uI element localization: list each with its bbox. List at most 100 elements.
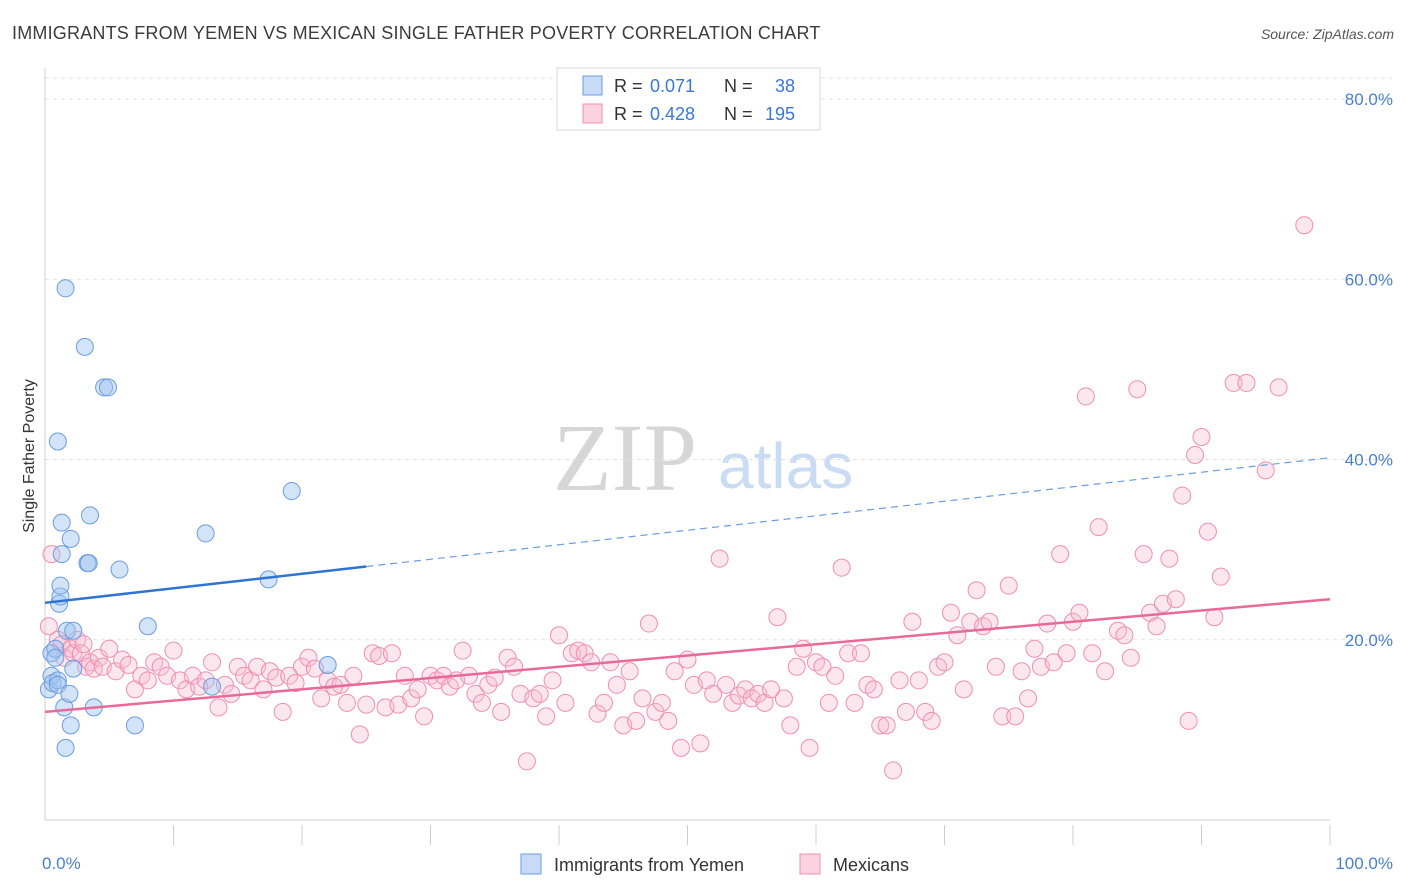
mexicans-point xyxy=(819,693,838,712)
x-tick-label-min: 0.0% xyxy=(42,854,81,873)
mexicans-point xyxy=(299,648,318,667)
legend-r-label-mexicans: R = xyxy=(614,104,643,124)
yemen-point xyxy=(196,524,215,543)
yemen-trend-line xyxy=(44,565,367,605)
yemen-point xyxy=(57,621,76,640)
mexicans-point xyxy=(639,614,658,633)
bottom-legend-swatch-yemen xyxy=(520,853,542,875)
yemen-point xyxy=(46,639,65,658)
legend-n-label-yemen: N = xyxy=(724,76,753,96)
mexicans-point xyxy=(794,639,813,658)
mexicans-point xyxy=(68,630,87,649)
trend-lines xyxy=(44,457,1331,714)
mexicans-point xyxy=(594,693,613,712)
mexicans-point xyxy=(273,702,292,721)
legend-swatch-yemen xyxy=(582,75,603,96)
y-tick-label: 40.0% xyxy=(1345,451,1393,470)
mexicans-point xyxy=(132,666,151,685)
mexicans-point xyxy=(196,671,215,690)
axes xyxy=(44,68,1331,845)
mexicans-point xyxy=(1295,216,1314,235)
mexicans-point xyxy=(1192,427,1211,446)
yemen-point xyxy=(52,513,71,532)
mexicans-point xyxy=(492,702,511,721)
yemen-point xyxy=(282,482,301,501)
yemen-point xyxy=(125,716,144,735)
mexicans-point xyxy=(530,684,549,703)
mexicans-point xyxy=(717,675,736,694)
mexicans-point xyxy=(678,650,697,669)
mexicans-point xyxy=(89,648,108,667)
mexicans-point xyxy=(1019,689,1038,708)
mexicans-point xyxy=(884,761,903,780)
mexicans-point xyxy=(948,626,967,645)
mexicans-point xyxy=(922,711,941,730)
legend-r-value-yemen: 0.071 xyxy=(650,76,695,96)
mexicans-point xyxy=(967,581,986,600)
yemen-point xyxy=(50,594,69,613)
mexicans-point xyxy=(691,734,710,753)
mexicans-point xyxy=(145,653,164,672)
mexicans-point xyxy=(1025,639,1044,658)
mexicans-point xyxy=(807,653,825,672)
mexicans-point xyxy=(151,657,170,676)
mexicans-point xyxy=(74,635,93,654)
mexicans-point xyxy=(1044,653,1063,672)
mexicans-point xyxy=(453,641,472,660)
mexicans-point xyxy=(466,684,485,703)
watermark-atlas: atlas xyxy=(718,430,853,502)
y-tick-label: 60.0% xyxy=(1345,270,1393,289)
mexicans-point xyxy=(164,641,183,660)
mexicans-point xyxy=(774,689,793,708)
mexicans-point xyxy=(864,680,883,699)
yemen-point xyxy=(64,659,83,678)
mexicans-point xyxy=(800,738,819,757)
mexicans-point xyxy=(440,677,459,696)
mexicans-point xyxy=(1070,603,1089,622)
mexicans-point xyxy=(543,671,562,690)
legend-n-label-mexicans: N = xyxy=(724,104,753,124)
mexicans-point xyxy=(851,644,870,663)
legend-n-value-yemen: 38 xyxy=(775,76,795,96)
bottom-legend: Immigrants from Yemen Mexicans xyxy=(520,853,909,875)
mexicans-point xyxy=(877,716,896,735)
mexicans-point xyxy=(228,657,247,676)
mexicans-point xyxy=(633,689,652,708)
mexicans-point xyxy=(550,626,568,645)
legend-box: R = 0.071 N = 38 R = 0.428 N = 195 xyxy=(556,67,821,131)
yemen-point xyxy=(48,671,67,690)
mexicans-point xyxy=(986,657,1005,676)
mexicans-point xyxy=(84,659,103,678)
mexicans-point xyxy=(839,644,858,663)
mexicans-point xyxy=(993,707,1012,726)
mexicans-point xyxy=(357,695,376,714)
mexicans-point xyxy=(1269,378,1288,397)
mexicans-point xyxy=(787,657,806,676)
mexicans-point xyxy=(588,704,607,723)
y-tick-label: 20.0% xyxy=(1345,631,1393,650)
mexicans-point xyxy=(646,702,665,721)
yemen-point xyxy=(46,648,65,667)
mexicans-point xyxy=(858,675,877,694)
mexicans-point xyxy=(1051,545,1070,564)
bottom-legend-label-mexicans: Mexicans xyxy=(833,855,909,875)
yemen-point xyxy=(75,337,94,356)
mexicans-point xyxy=(1096,662,1115,681)
mexicans-point xyxy=(280,666,299,685)
mexicans-point xyxy=(1160,549,1179,568)
mexicans-point xyxy=(415,707,434,726)
mexicans-point xyxy=(607,675,626,694)
mexicans-point xyxy=(781,716,800,735)
chart-title: IMMIGRANTS FROM YEMEN VS MEXICAN SINGLE … xyxy=(12,23,821,43)
mexicans-point xyxy=(138,671,157,690)
mexicans-point xyxy=(768,608,787,627)
mexicans-point xyxy=(209,698,228,717)
mexicans-point xyxy=(1057,644,1076,663)
yemen-point xyxy=(203,677,222,696)
mexicans-point xyxy=(1179,711,1198,730)
yemen-point xyxy=(56,279,75,298)
mexicans-point xyxy=(575,644,594,663)
mexicans-point xyxy=(659,711,678,730)
mexicans-point xyxy=(1128,380,1147,399)
